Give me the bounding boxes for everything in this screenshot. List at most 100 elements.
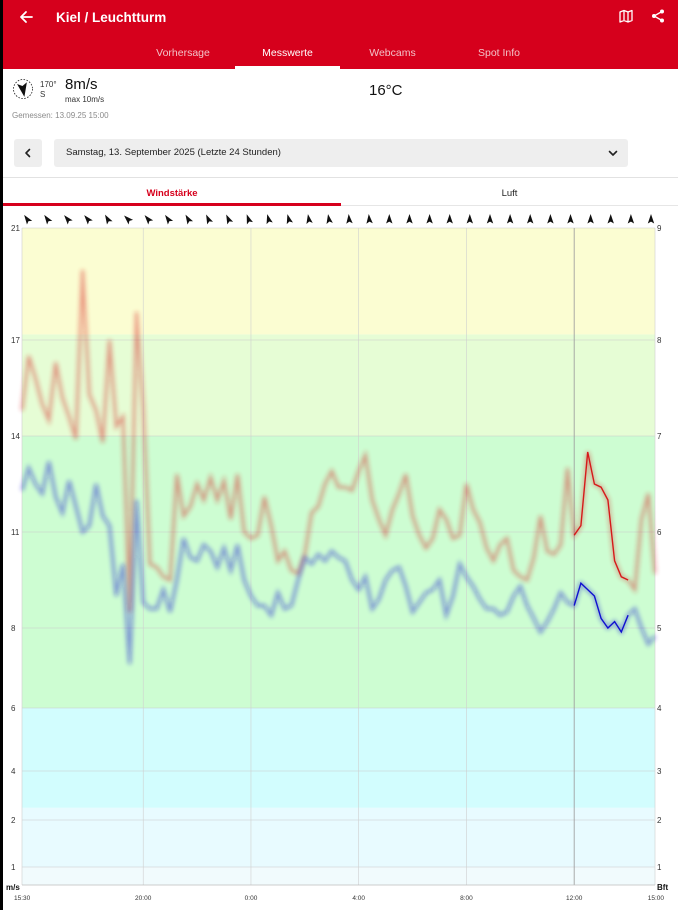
- wind-direction-arrow: [44, 214, 53, 225]
- tab-vorhersage[interactable]: Vorhersage: [156, 47, 210, 59]
- y-tick-label-left: 2: [11, 816, 16, 825]
- y-tick-label-left: 8: [11, 624, 16, 633]
- page-title: Kiel / Leuchtturm: [56, 10, 167, 25]
- window-edge: [0, 0, 3, 910]
- tab-messwerte[interactable]: Messwerte: [262, 47, 313, 59]
- series-line-gust: [573, 451, 629, 581]
- date-dropdown-value: Samstag, 13. September 2025 (Letzte 24 S…: [66, 147, 281, 158]
- wind-direction-arrow: [105, 214, 113, 225]
- wind-direction-arrow: [366, 214, 373, 224]
- y-tick-label-right: 5: [657, 624, 662, 633]
- wind-direction-arrow: [306, 214, 313, 224]
- wind-direction-degrees: 170°: [40, 80, 57, 89]
- wind-direction-arrow: [346, 214, 353, 224]
- series-layer: [20, 269, 657, 665]
- wind-direction-arrow: [185, 214, 194, 225]
- wind-direction-arrow: [406, 214, 413, 224]
- y-axis-left-unit: m/s: [6, 883, 20, 892]
- previous-day-button[interactable]: [14, 139, 42, 167]
- x-axis: 15:30 20:00 0:00 4:00 8:00 12:00 15:00: [14, 895, 664, 902]
- wind-direction-arrow: [165, 214, 174, 225]
- y-tick-label-left: 14: [11, 432, 20, 441]
- tab-windstaerke[interactable]: Windstärke: [146, 187, 198, 199]
- y-axis-right-unit: Bft: [657, 883, 668, 892]
- app-bar: Kiel / Leuchtturm Vorhersage Messwerte W…: [0, 0, 678, 69]
- tab-spot-info[interactable]: Spot Info: [477, 47, 521, 59]
- wind-direction-arrow: [506, 214, 514, 224]
- wind-direction-arrow: [587, 214, 594, 224]
- beaufort-band: [22, 708, 655, 808]
- y-tick-label-left: 21: [11, 224, 20, 233]
- x-tick-label: 4:00: [352, 895, 365, 902]
- wind-direction-arrow: [627, 214, 635, 224]
- y-tick-label-left: 4: [11, 767, 16, 776]
- series-line-average-blurred: [20, 461, 657, 665]
- chevron-left-icon: [25, 148, 31, 158]
- beaufort-band: [22, 436, 655, 708]
- wind-direction-arrow: [386, 214, 393, 224]
- wind-direction-arrows: [24, 214, 655, 225]
- wind-direction-label: S: [40, 90, 46, 99]
- series-line-average: [573, 581, 629, 634]
- y-tick-label-right: 1: [657, 863, 662, 872]
- x-tick-label: 15:00: [648, 895, 665, 902]
- wind-direction-arrow: [286, 214, 293, 225]
- y-axis-left: 1 2 4 6 8 11 14 17 21: [11, 224, 20, 872]
- wind-direction-arrow: [266, 214, 273, 225]
- back-button[interactable]: [12, 4, 40, 30]
- wind-direction-arrow: [607, 214, 614, 224]
- chevron-down-icon: [608, 150, 618, 156]
- y-tick-label-right: 6: [657, 528, 662, 537]
- wind-direction-arrow: [446, 214, 453, 224]
- wind-speed-value: 8m/s: [65, 76, 98, 93]
- y-tick-label-right: 9: [657, 224, 662, 233]
- wind-direction-arrow: [527, 214, 534, 224]
- wind-direction-arrow: [486, 214, 494, 224]
- wind-max-value: max 10m/s: [65, 95, 105, 104]
- y-tick-label-left: 11: [11, 528, 20, 537]
- beaufort-band: [22, 334, 655, 436]
- wind-direction-arrow: [24, 214, 33, 225]
- temperature-value: 16°C: [369, 82, 403, 99]
- wind-direction-arrow: [64, 215, 73, 225]
- wind-direction-arrow: [206, 214, 214, 225]
- wind-direction-arrow: [547, 214, 554, 224]
- share-icon: [652, 9, 664, 23]
- y-axis-right: 1 2 3 4 5 6 7 8 9: [657, 224, 662, 872]
- y-tick-label-right: 7: [657, 432, 662, 441]
- x-tick-label: 8:00: [460, 895, 473, 902]
- wind-direction-icon: [13, 79, 33, 99]
- active-tab-indicator: [235, 66, 340, 69]
- y-tick-label-left: 6: [11, 704, 16, 713]
- wind-direction-arrow: [246, 214, 253, 225]
- beaufort-band: [22, 867, 655, 885]
- y-tick-label-right: 4: [657, 704, 662, 713]
- tab-luft[interactable]: Luft: [501, 187, 518, 199]
- wind-direction-arrow: [326, 214, 333, 224]
- wind-direction-arrow: [567, 214, 574, 224]
- wind-direction-arrow: [647, 214, 655, 224]
- share-button[interactable]: [647, 4, 669, 28]
- divider: [3, 177, 678, 178]
- series-line-gust-blurred: [20, 269, 657, 613]
- x-tick-label: 20:00: [135, 895, 152, 902]
- x-tick-label: 15:30: [14, 895, 31, 902]
- date-dropdown[interactable]: Samstag, 13. September 2025 (Letzte 24 S…: [54, 139, 628, 167]
- measured-timestamp: Gemessen: 13.09.25 15:00: [12, 111, 109, 120]
- x-tick-label: 12:00: [566, 895, 583, 902]
- x-tick-label: 0:00: [245, 895, 258, 902]
- y-tick-label-right: 2: [657, 816, 662, 825]
- beaufort-band: [22, 228, 655, 335]
- active-subtab-indicator: [3, 203, 341, 206]
- y-tick-label-left: 17: [11, 336, 20, 345]
- map-button[interactable]: [615, 4, 637, 28]
- y-tick-label-left: 1: [11, 863, 16, 872]
- wind-direction-arrow: [466, 214, 473, 224]
- map-icon: [619, 9, 633, 23]
- back-arrow-icon: [20, 11, 33, 23]
- wind-direction-arrow: [226, 214, 234, 225]
- wind-direction-arrow: [144, 215, 154, 225]
- tab-webcams[interactable]: Webcams: [369, 47, 416, 59]
